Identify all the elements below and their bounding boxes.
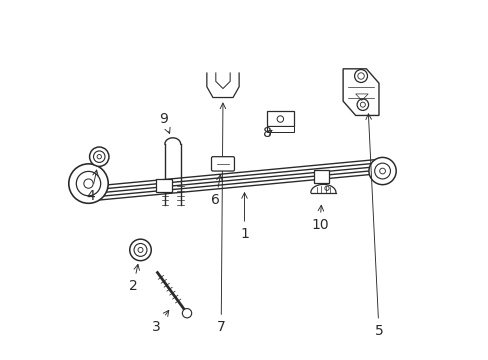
Circle shape — [356, 99, 368, 111]
Circle shape — [379, 168, 385, 174]
Circle shape — [161, 183, 166, 188]
Circle shape — [76, 171, 101, 196]
Circle shape — [277, 116, 283, 122]
Circle shape — [129, 239, 151, 261]
Circle shape — [134, 243, 147, 256]
Circle shape — [217, 162, 221, 166]
Circle shape — [93, 151, 105, 162]
Text: 8: 8 — [263, 126, 272, 140]
Text: 5: 5 — [365, 114, 383, 338]
Circle shape — [368, 157, 395, 185]
Text: 1: 1 — [240, 193, 248, 241]
Bar — [313, 170, 329, 183]
Circle shape — [83, 179, 93, 188]
Bar — [156, 179, 171, 192]
Circle shape — [138, 247, 142, 252]
Text: 2: 2 — [129, 264, 139, 293]
Circle shape — [69, 164, 108, 203]
Text: 6: 6 — [211, 175, 222, 207]
Text: 7: 7 — [216, 103, 225, 334]
Circle shape — [360, 102, 365, 107]
Circle shape — [357, 73, 364, 79]
Circle shape — [318, 174, 324, 179]
Circle shape — [374, 163, 389, 179]
Bar — [266, 126, 293, 132]
Text: 3: 3 — [152, 310, 168, 334]
Circle shape — [97, 154, 101, 159]
Circle shape — [324, 186, 328, 190]
Bar — [266, 111, 293, 126]
Circle shape — [89, 147, 109, 166]
Text: 10: 10 — [310, 205, 328, 232]
Circle shape — [182, 309, 191, 318]
Text: 4: 4 — [86, 170, 98, 203]
Circle shape — [354, 69, 367, 82]
Text: 9: 9 — [159, 112, 170, 134]
FancyBboxPatch shape — [211, 157, 234, 171]
